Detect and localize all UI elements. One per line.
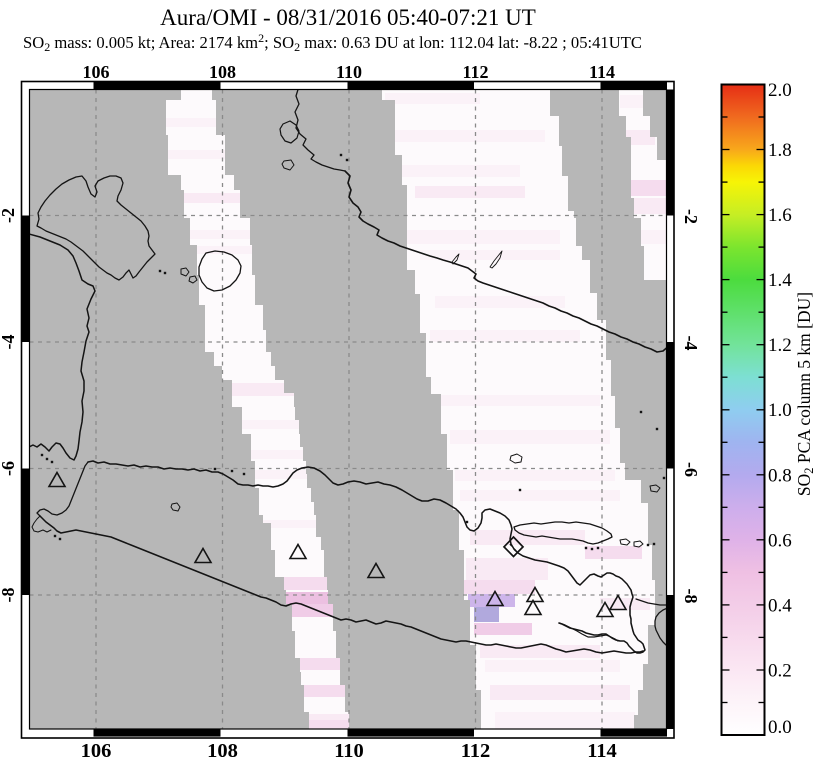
svg-text:1.0: 1.0: [768, 400, 792, 421]
svg-text:0.6: 0.6: [768, 530, 792, 551]
svg-text:0.0: 0.0: [768, 717, 792, 738]
svg-text:-8: -8: [0, 588, 18, 603]
svg-text:-8: -8: [681, 589, 701, 604]
svg-text:1.4: 1.4: [768, 270, 792, 291]
svg-text:0.4: 0.4: [768, 595, 792, 616]
svg-text:114: 114: [587, 740, 617, 759]
svg-text:1.6: 1.6: [768, 205, 792, 226]
svg-text:-4: -4: [681, 336, 701, 351]
svg-text:112: 112: [462, 62, 488, 82]
svg-text:114: 114: [589, 62, 615, 82]
svg-text:-2: -2: [0, 208, 18, 223]
svg-text:SO2 mass: 0.005 kt; Area: 2174: SO2 mass: 0.005 kt; Area: 2174 km2; SO2 …: [23, 31, 642, 54]
svg-text:106: 106: [83, 62, 110, 82]
svg-text:106: 106: [81, 740, 112, 759]
svg-text:1.8: 1.8: [768, 140, 792, 161]
svg-text:-2: -2: [681, 209, 701, 224]
svg-text:112: 112: [461, 740, 491, 759]
svg-text:-4: -4: [0, 335, 18, 350]
svg-text:-6: -6: [0, 461, 18, 476]
svg-text:108: 108: [207, 740, 238, 759]
svg-text:108: 108: [209, 62, 236, 82]
svg-text:0.2: 0.2: [768, 661, 792, 682]
svg-text:110: 110: [334, 740, 364, 759]
svg-text:110: 110: [336, 62, 362, 82]
svg-text:SO2 PCA column 5 km [DU]: SO2 PCA column 5 km [DU]: [794, 292, 816, 496]
svg-text:Aura/OMI - 08/31/2016 05:40-07: Aura/OMI - 08/31/2016 05:40-07:21 UT: [160, 5, 536, 30]
svg-text:-6: -6: [681, 462, 701, 477]
svg-text:0.8: 0.8: [768, 465, 792, 486]
svg-text:2.0: 2.0: [768, 80, 792, 101]
svg-text:1.2: 1.2: [768, 335, 792, 356]
